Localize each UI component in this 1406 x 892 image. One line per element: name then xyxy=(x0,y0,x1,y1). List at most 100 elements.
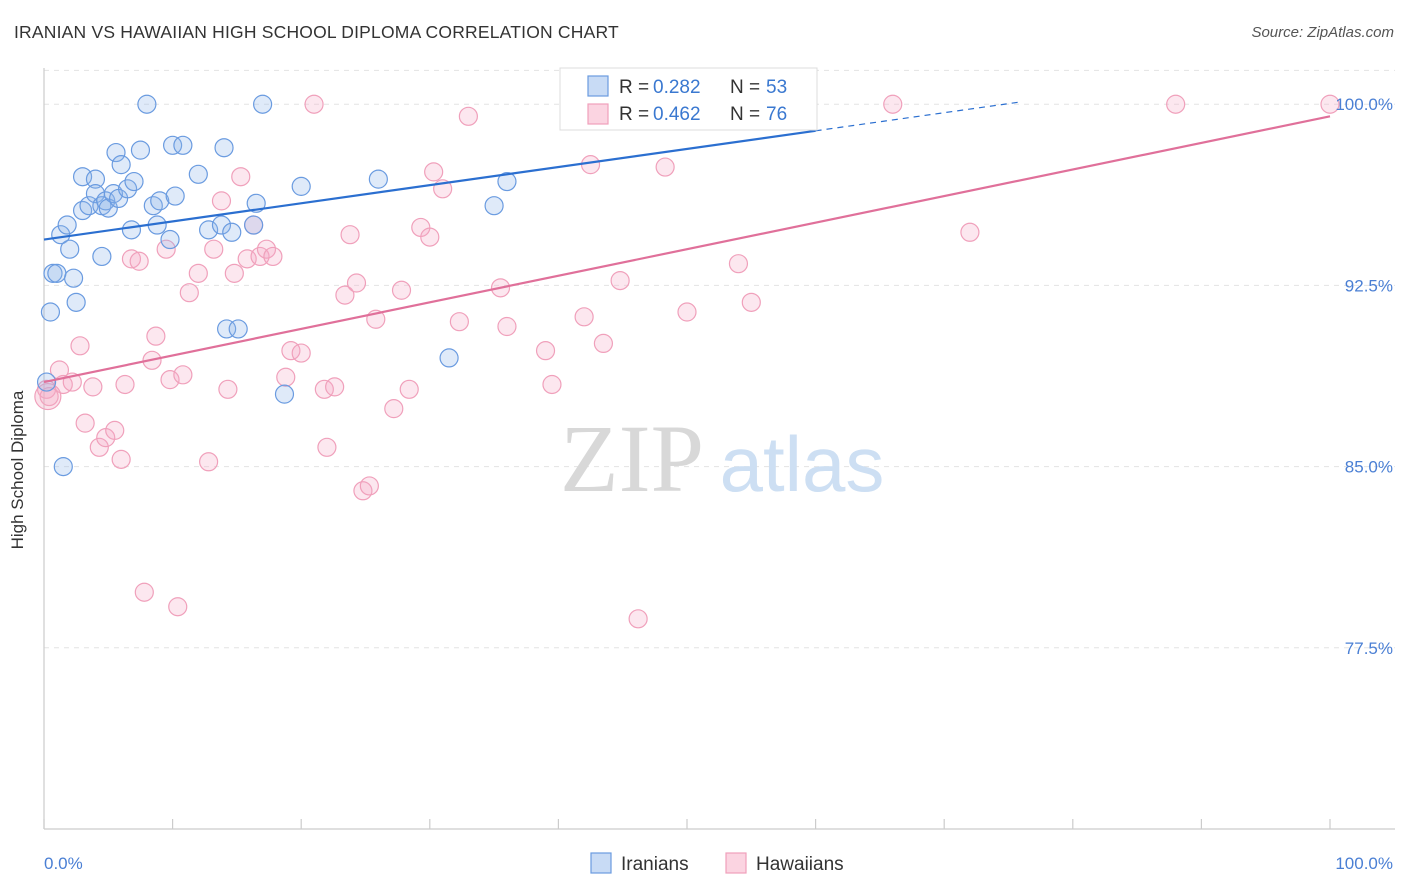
hawaiian-point xyxy=(580,155,601,175)
iranian-point xyxy=(484,196,504,216)
hawaiian-point xyxy=(39,386,59,407)
iranian-point xyxy=(40,302,61,322)
hawaiian-point xyxy=(105,420,125,440)
iranian-point xyxy=(111,155,131,175)
series-swatch-hawaiians xyxy=(725,852,747,874)
iranians-trend-line xyxy=(43,129,816,241)
iranian-point xyxy=(246,193,266,213)
hawaiian-point xyxy=(224,263,244,283)
hawaiian-point xyxy=(574,307,594,327)
iranian-point xyxy=(228,319,248,339)
series-legend: Iranians Hawaiians xyxy=(590,852,844,875)
legend-r-label-1: R = xyxy=(619,77,649,98)
legend-r-value-2: 0.462 xyxy=(653,104,701,125)
hawaiian-point xyxy=(218,379,238,399)
watermark-atlas: atlas xyxy=(720,420,885,508)
hawaiian-point xyxy=(89,437,109,457)
iranian-point xyxy=(53,457,73,477)
hawaiian-point xyxy=(199,452,219,472)
legend-r-value-1: 0.282 xyxy=(653,77,701,98)
iranian-point xyxy=(188,164,208,184)
hawaiian-point xyxy=(424,162,444,182)
watermark-zip: ZIP xyxy=(560,405,704,512)
iranian-point xyxy=(85,169,106,189)
iranian-point xyxy=(63,268,84,288)
series-label-iranians: Iranians xyxy=(621,854,689,875)
hawaiian-point xyxy=(497,316,517,337)
hawaiian-point xyxy=(173,365,193,385)
iranian-point xyxy=(121,220,142,240)
hawaiian-point xyxy=(542,374,562,395)
iranian-point xyxy=(173,135,193,155)
hawaiian-point xyxy=(535,341,556,361)
iranian-point xyxy=(66,292,86,312)
hawaiian-point xyxy=(156,239,176,259)
grid-lines xyxy=(44,69,1395,649)
hawaiian-point xyxy=(1166,94,1186,114)
hawaiian-point xyxy=(304,94,324,114)
axes xyxy=(43,68,1395,830)
hawaiian-point xyxy=(346,273,367,293)
hawaiian-point xyxy=(1320,94,1340,114)
hawaiian-point xyxy=(728,254,749,274)
hawaiians-points xyxy=(34,94,1340,629)
hawaiian-point xyxy=(146,326,166,346)
hawaiian-point xyxy=(384,399,404,419)
y-tick-label: 85.0% xyxy=(1345,458,1393,477)
hawaiian-point xyxy=(610,270,630,291)
stats-legend: R = 0.282 N = 53 R = 0.462 N = 76 xyxy=(559,67,818,131)
iranian-point xyxy=(124,171,144,192)
iranian-point xyxy=(106,142,126,163)
hawaiian-point xyxy=(449,312,469,332)
chart-title: IRANIAN VS HAWAIIAN HIGH SCHOOL DIPLOMA … xyxy=(14,22,619,42)
iranian-point xyxy=(217,319,237,339)
hawaiian-point xyxy=(335,285,355,305)
hawaiian-point xyxy=(256,239,277,259)
hawaiian-point xyxy=(188,263,208,283)
hawaiian-point xyxy=(276,367,296,387)
legend-swatch-hawaiians xyxy=(587,103,609,125)
hawaiian-point xyxy=(160,370,180,390)
iranian-point xyxy=(117,179,138,199)
iranian-point xyxy=(92,246,112,267)
hawaiian-point xyxy=(211,191,232,211)
y-tick-label: 92.5% xyxy=(1345,276,1393,295)
hawaiian-point xyxy=(291,343,311,363)
y-tick-label: 100.0% xyxy=(1335,95,1393,114)
trend-lines xyxy=(43,101,1331,384)
x-tick-label-max: 100.0% xyxy=(1335,854,1393,873)
iranian-point xyxy=(57,215,77,235)
tick-labels: 77.5% 85.0% 92.5% 100.0% 0.0% 100.0% xyxy=(44,95,1393,873)
series-swatch-iranians xyxy=(590,852,612,874)
iranian-point xyxy=(439,348,459,368)
hawaiian-point xyxy=(340,225,360,245)
hawaiian-point xyxy=(399,379,419,399)
iranian-point xyxy=(211,215,232,235)
hawaiian-point xyxy=(168,597,188,617)
hawaiian-point xyxy=(458,106,478,126)
legend-n-label-2: N = xyxy=(730,104,760,125)
iranian-point xyxy=(291,176,311,196)
hawaiian-point xyxy=(593,333,614,354)
hawaiians-trend-line xyxy=(43,115,1331,384)
hawaiian-point xyxy=(70,336,90,356)
source-credit: Source: ZipAtlas.com xyxy=(1251,24,1394,41)
legend-n-value-1: 53 xyxy=(766,77,787,98)
hawaiian-point xyxy=(75,413,95,433)
hawaiian-point xyxy=(391,280,412,300)
iranian-point xyxy=(497,171,517,192)
hawaiian-point xyxy=(883,94,903,114)
watermark: ZIP atlas xyxy=(560,405,884,512)
iranian-point xyxy=(214,138,234,158)
hawaiian-point xyxy=(420,227,440,247)
iranian-point xyxy=(47,263,67,283)
hawaiian-point xyxy=(960,222,980,242)
hawaiian-point xyxy=(741,292,761,312)
iranian-point xyxy=(60,239,80,259)
iranian-point xyxy=(165,186,185,206)
legend-n-label-1: N = xyxy=(730,77,760,98)
hawaiian-point xyxy=(359,476,379,496)
hawaiian-point xyxy=(317,437,337,457)
legend-n-value-2: 76 xyxy=(766,104,787,125)
